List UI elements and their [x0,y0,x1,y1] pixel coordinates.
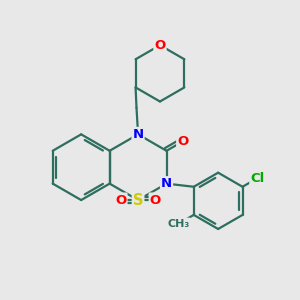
Text: CH₃: CH₃ [168,218,190,229]
Text: O: O [154,39,166,52]
Text: N: N [133,128,144,141]
Text: O: O [177,135,188,148]
Text: O: O [115,194,127,207]
Text: O: O [150,194,161,207]
Text: S: S [133,193,143,208]
Text: Cl: Cl [250,172,265,185]
Text: N: N [161,177,172,190]
